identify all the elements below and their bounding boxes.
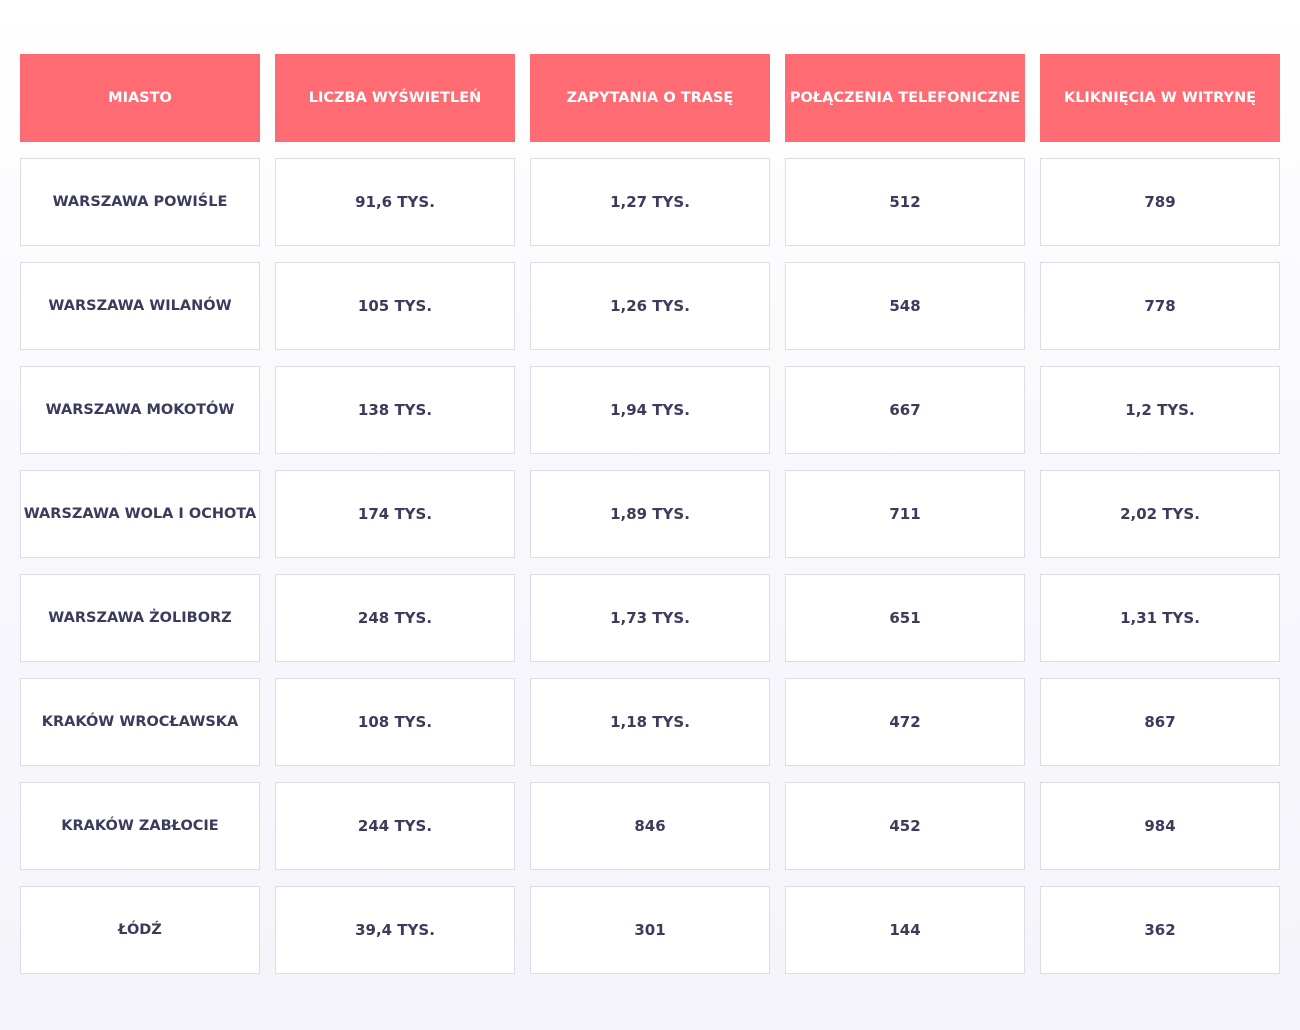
cell-website-clicks: 1,31 TYS. [1040,574,1280,662]
cell-phone-calls: 548 [785,262,1025,350]
cell-views: 174 TYS. [275,470,515,558]
cell-website-clicks: 867 [1040,678,1280,766]
cell-views: 138 TYS. [275,366,515,454]
cell-views: 248 TYS. [275,574,515,662]
header-phone-calls: POŁĄCZENIA TELEFONICZNE [785,54,1025,142]
cell-city: WARSZAWA WOLA I OCHOTA [20,470,260,558]
cell-views: 244 TYS. [275,782,515,870]
cell-phone-calls: 711 [785,470,1025,558]
cell-city: WARSZAWA ŻOLIBORZ [20,574,260,662]
cell-route-requests: 1,26 TYS. [530,262,770,350]
cell-website-clicks: 984 [1040,782,1280,870]
cell-city: KRAKÓW WROCŁAWSKA [20,678,260,766]
cell-route-requests: 1,94 TYS. [530,366,770,454]
cell-phone-calls: 667 [785,366,1025,454]
cell-views: 39,4 TYS. [275,886,515,974]
cell-website-clicks: 2,02 TYS. [1040,470,1280,558]
cell-route-requests: 301 [530,886,770,974]
cell-route-requests: 846 [530,782,770,870]
cell-city: WARSZAWA WILANÓW [20,262,260,350]
cell-route-requests: 1,27 TYS. [530,158,770,246]
cell-route-requests: 1,89 TYS. [530,470,770,558]
cell-city: ŁÓDŹ [20,886,260,974]
header-route-requests: ZAPYTANIA O TRASĘ [530,54,770,142]
header-website-clicks: KLIKNIĘCIA W WITRYNĘ [1040,54,1280,142]
header-views: LICZBA WYŚWIETLEŃ [275,54,515,142]
cell-city: WARSZAWA MOKOTÓW [20,366,260,454]
cell-views: 105 TYS. [275,262,515,350]
cell-website-clicks: 789 [1040,158,1280,246]
cell-website-clicks: 778 [1040,262,1280,350]
cell-phone-calls: 472 [785,678,1025,766]
header-city: MIASTO [20,54,260,142]
cell-views: 108 TYS. [275,678,515,766]
cell-route-requests: 1,73 TYS. [530,574,770,662]
cell-website-clicks: 1,2 TYS. [1040,366,1280,454]
stats-table: MIASTO LICZBA WYŚWIETLEŃ ZAPYTANIA O TRA… [20,54,1280,974]
cell-website-clicks: 362 [1040,886,1280,974]
cell-phone-calls: 144 [785,886,1025,974]
cell-phone-calls: 512 [785,158,1025,246]
cell-phone-calls: 452 [785,782,1025,870]
cell-city: KRAKÓW ZABŁOCIE [20,782,260,870]
cell-phone-calls: 651 [785,574,1025,662]
cell-city: WARSZAWA POWIŚLE [20,158,260,246]
cell-route-requests: 1,18 TYS. [530,678,770,766]
cell-views: 91,6 TYS. [275,158,515,246]
